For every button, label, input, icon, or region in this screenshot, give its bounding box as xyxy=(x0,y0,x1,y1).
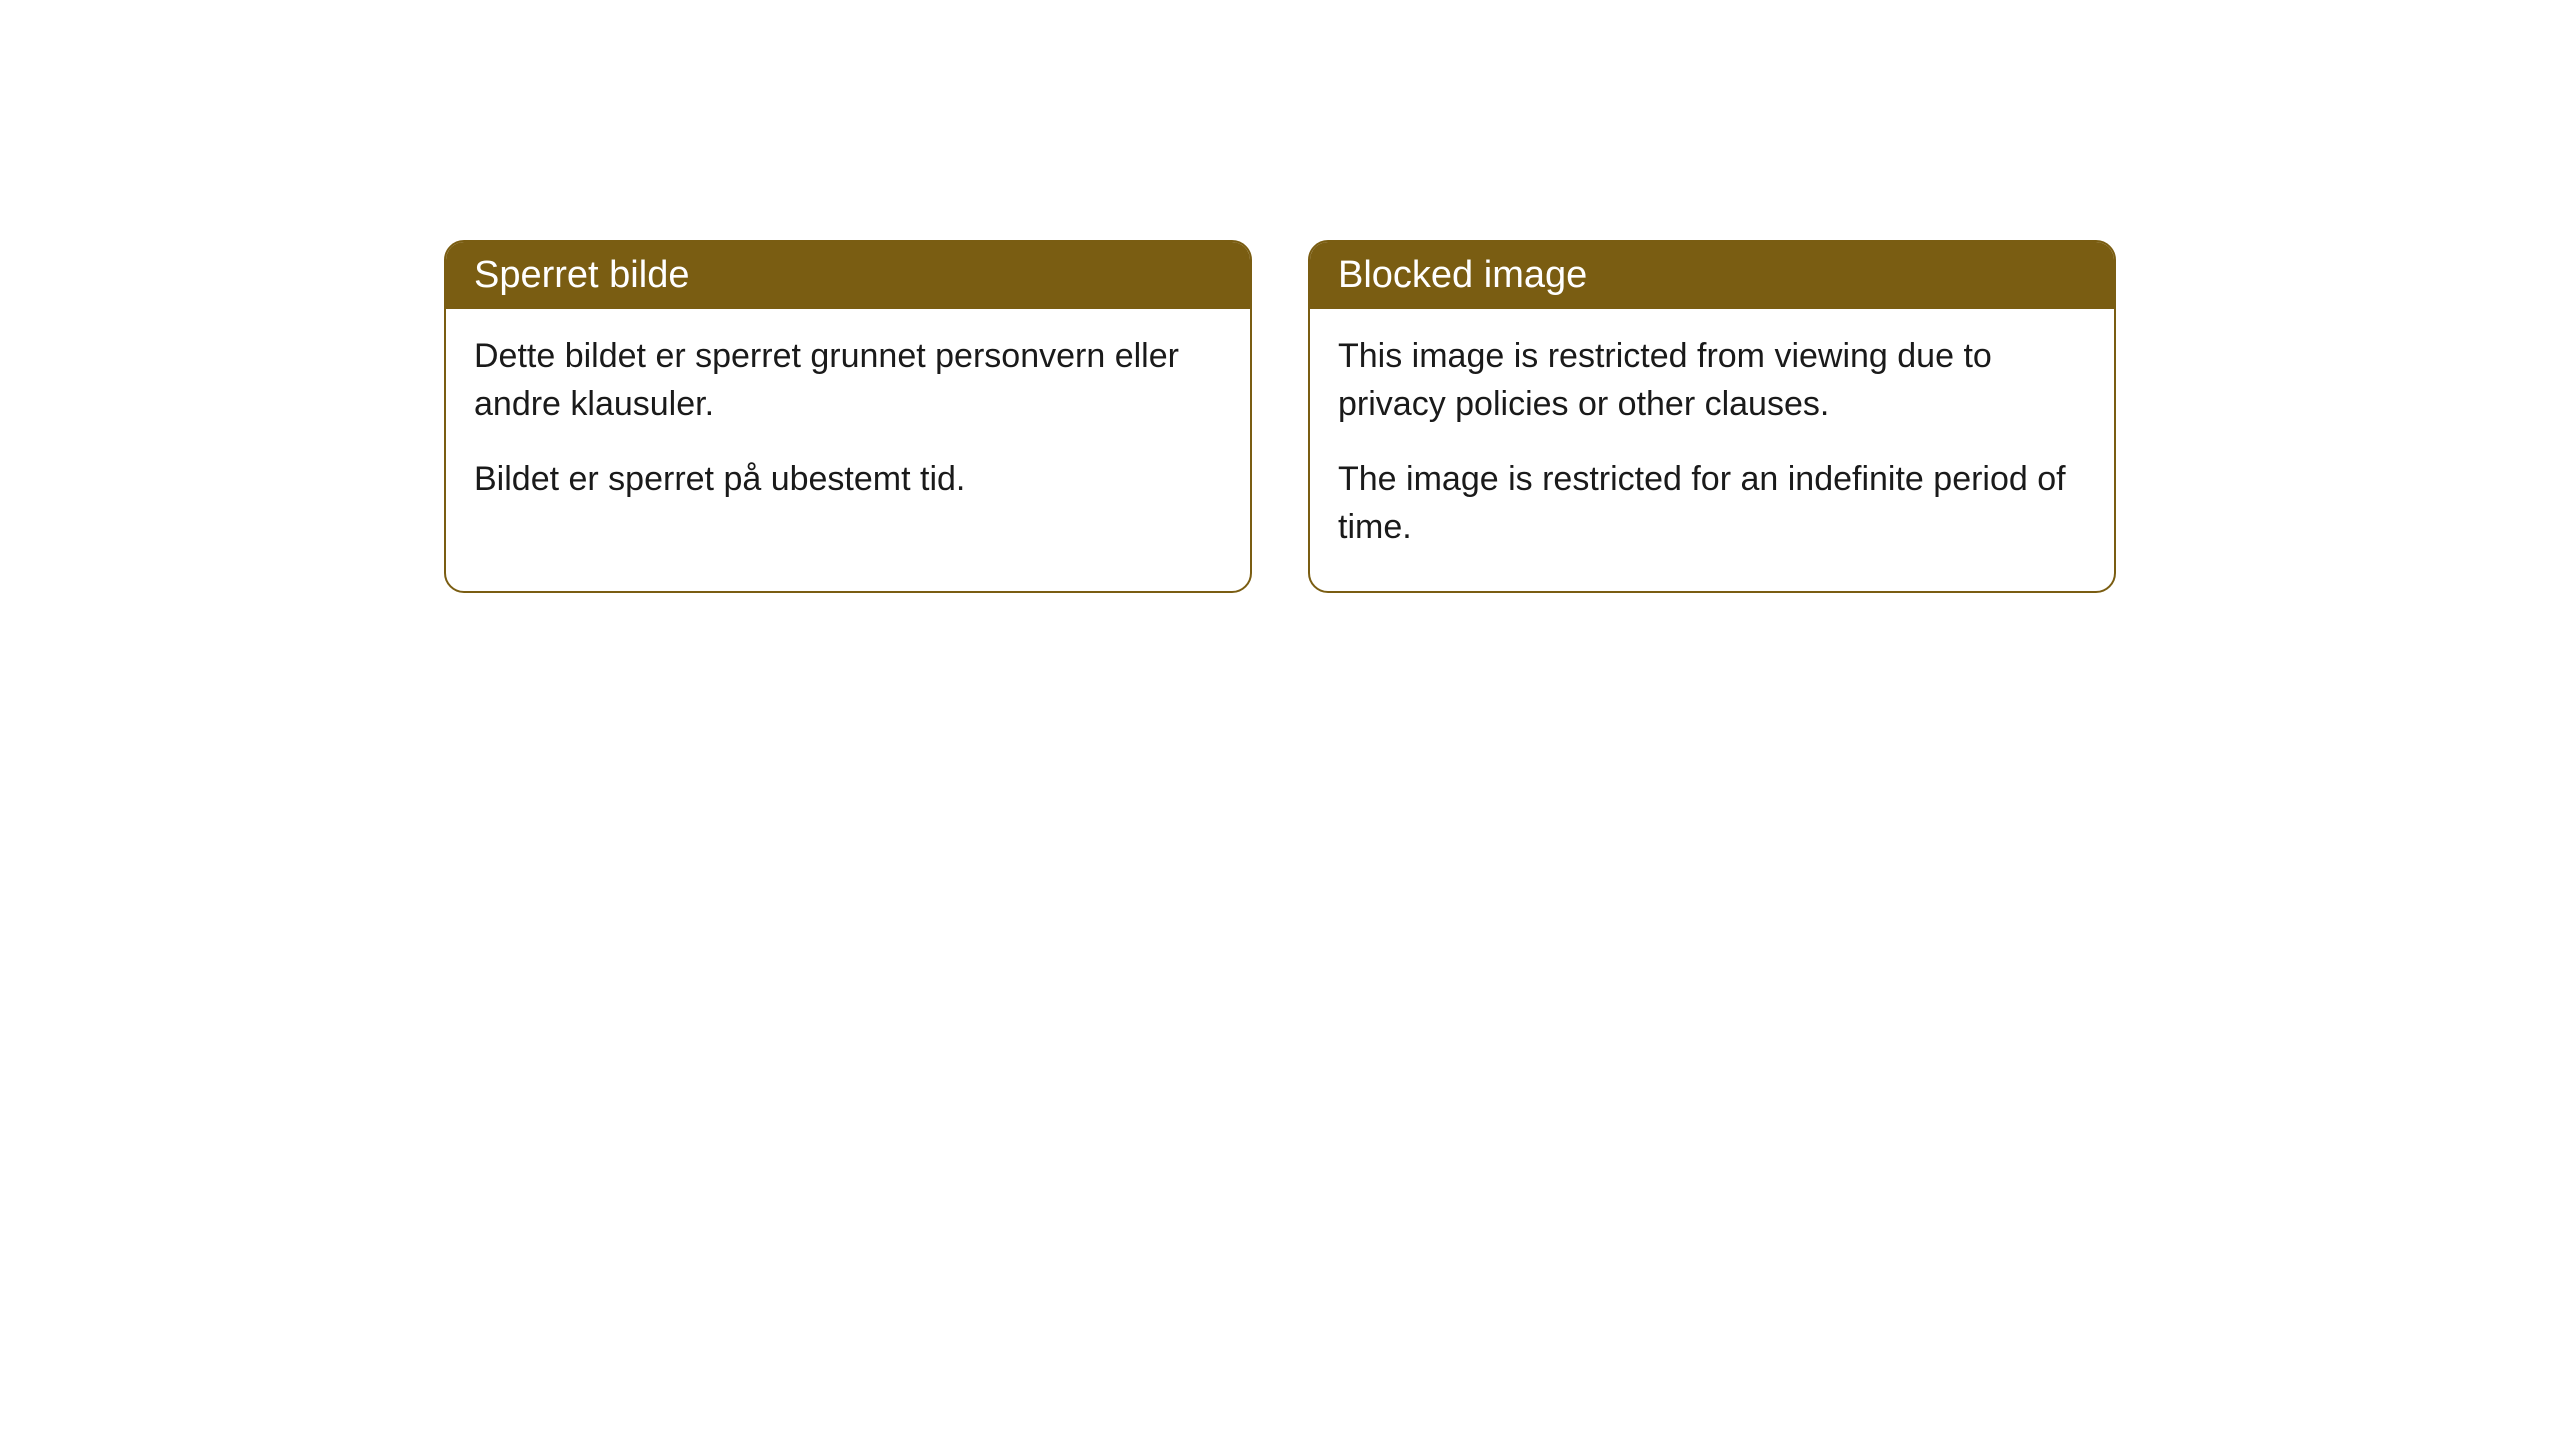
card-body-english: This image is restricted from viewing du… xyxy=(1310,309,2114,591)
notice-card-norwegian: Sperret bilde Dette bildet er sperret gr… xyxy=(444,240,1252,593)
notice-paragraph: This image is restricted from viewing du… xyxy=(1338,333,2086,428)
notice-cards-container: Sperret bilde Dette bildet er sperret gr… xyxy=(444,240,2116,593)
notice-paragraph: Dette bildet er sperret grunnet personve… xyxy=(474,333,1222,428)
card-title: Sperret bilde xyxy=(474,254,689,296)
notice-paragraph: Bildet er sperret på ubestemt tid. xyxy=(474,456,1222,504)
notice-paragraph: The image is restricted for an indefinit… xyxy=(1338,456,2086,551)
card-body-norwegian: Dette bildet er sperret grunnet personve… xyxy=(446,309,1250,544)
card-title: Blocked image xyxy=(1338,254,1587,296)
card-header-norwegian: Sperret bilde xyxy=(446,242,1250,309)
card-header-english: Blocked image xyxy=(1310,242,2114,309)
notice-card-english: Blocked image This image is restricted f… xyxy=(1308,240,2116,593)
